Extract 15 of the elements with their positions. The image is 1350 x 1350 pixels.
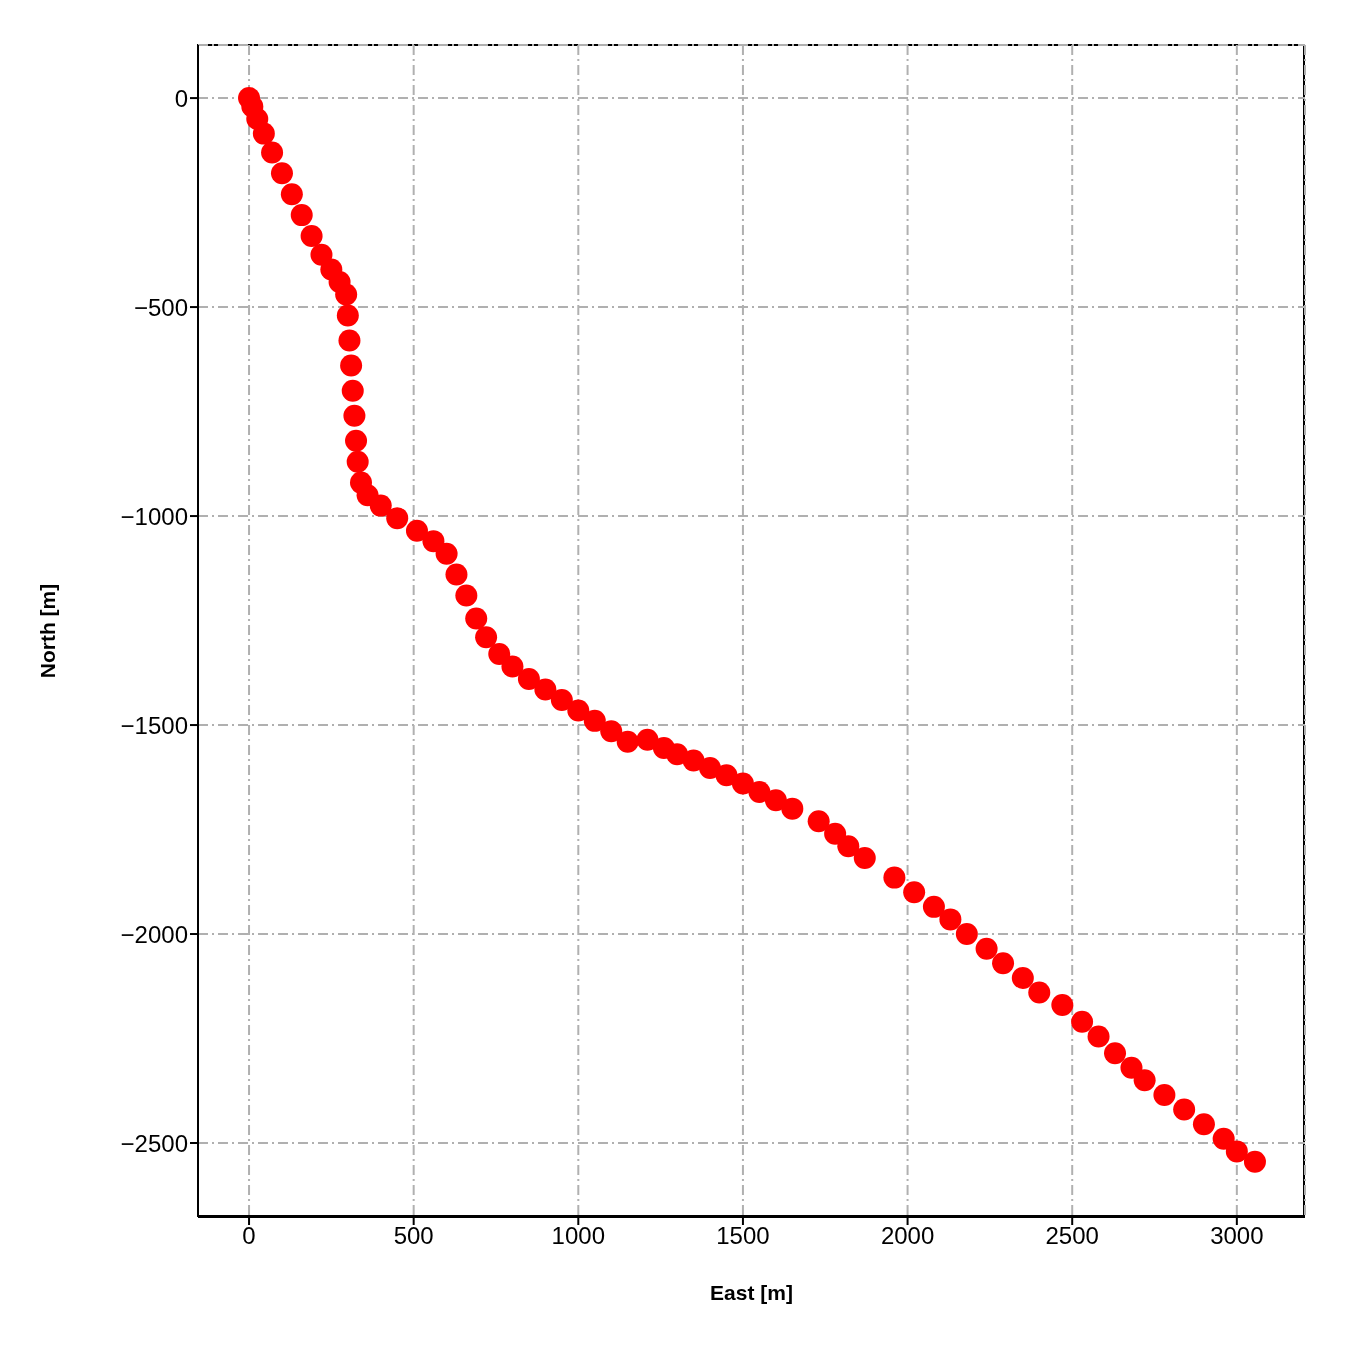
- x-tick-label: 2000: [880, 1222, 935, 1250]
- x-axis-title: East [m]: [710, 1281, 793, 1304]
- y-tick-label: −2500: [120, 1129, 188, 1157]
- y-tick-label: 0: [174, 84, 188, 112]
- x-tick-label: 3000: [1210, 1222, 1264, 1250]
- y-tick-label: −500: [133, 293, 188, 321]
- x-tick-label: 1000: [551, 1222, 605, 1250]
- x-tick-label: 0: [242, 1222, 256, 1250]
- y-tick-label: −1000: [120, 502, 188, 530]
- y-tick-label: −1500: [120, 711, 188, 739]
- y-tick-label: −2000: [120, 920, 188, 948]
- x-tick-label: 2500: [1045, 1222, 1099, 1250]
- x-tick-label: 500: [393, 1222, 434, 1250]
- y-axis-title: North [m]: [36, 583, 60, 679]
- x-tick-label: 1500: [716, 1222, 770, 1250]
